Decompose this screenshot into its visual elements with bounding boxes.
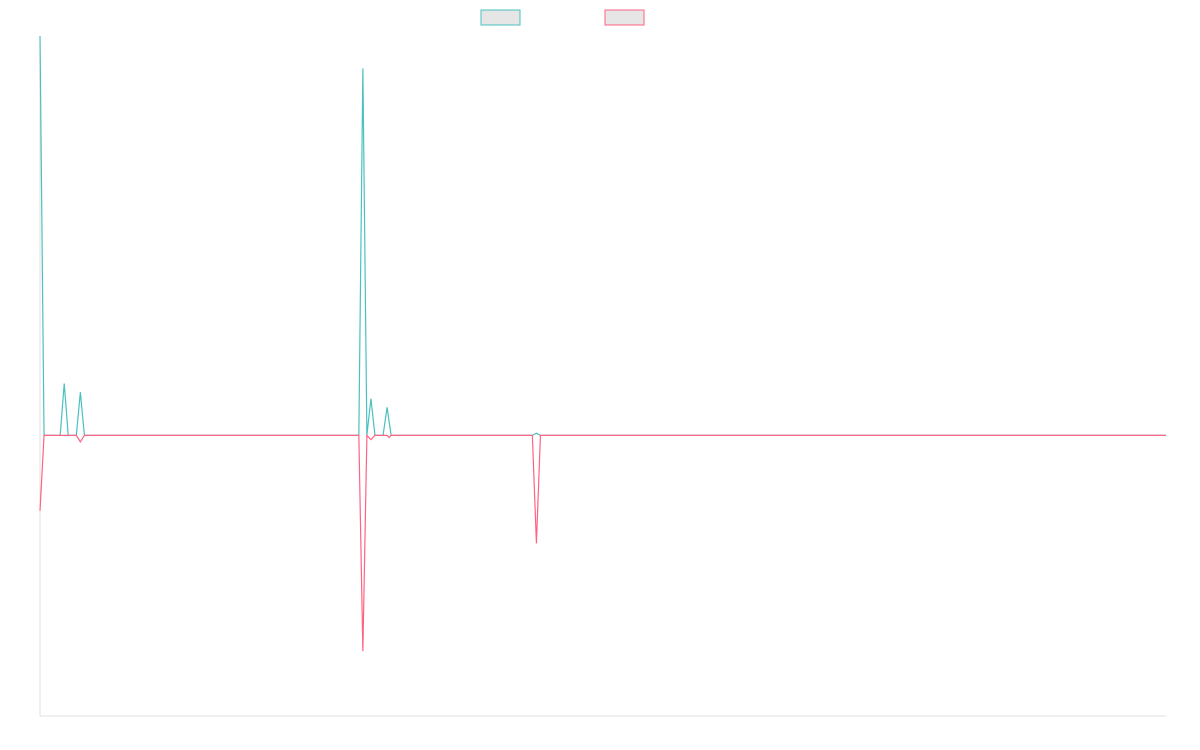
series-layer [39, 35, 1166, 652]
legend-swatch-series-2[interactable] [604, 9, 645, 26]
series-1-line [39, 35, 1166, 436]
legend [480, 9, 645, 26]
legend-swatch-series-1[interactable] [480, 9, 521, 26]
axes [39, 36, 1166, 717]
series-2-line [39, 433, 1166, 652]
